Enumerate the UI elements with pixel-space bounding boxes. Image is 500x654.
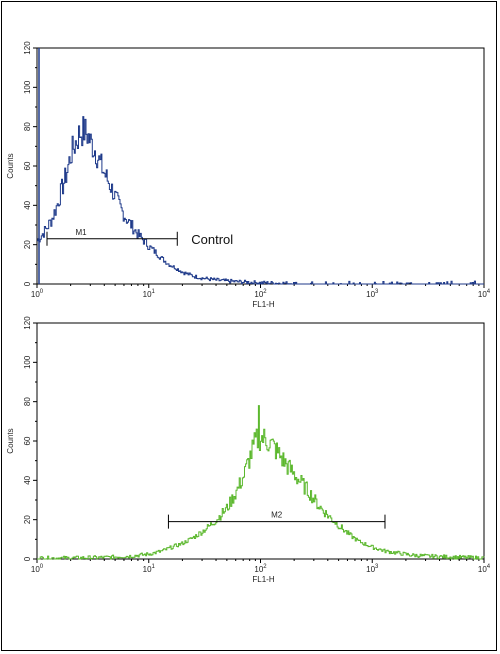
x-axis-title: FL1-H <box>252 575 274 584</box>
y-tick-label: 100 <box>23 80 32 94</box>
gate-marker-label: M1 <box>75 228 87 237</box>
x-tick-label: 104 <box>478 564 491 574</box>
y-tick-label: 20 <box>23 240 32 249</box>
y-tick-label: 0 <box>23 281 32 286</box>
x-tick-label: 100 <box>31 564 44 574</box>
y-tick-label: 60 <box>23 161 32 170</box>
histogram-series-line <box>37 405 485 560</box>
x-tick-label: 101 <box>143 564 156 574</box>
x-tick-label: 102 <box>254 564 267 574</box>
x-tick-label: 103 <box>366 564 379 574</box>
x-tick-label: 104 <box>478 289 491 299</box>
gate-marker-label: M2 <box>271 511 283 520</box>
x-tick-label: 102 <box>254 289 267 299</box>
y-tick-label: 80 <box>23 397 32 406</box>
y-tick-label: 120 <box>23 41 32 55</box>
control-annotation: Control <box>191 232 233 247</box>
y-tick-label: 60 <box>23 436 32 445</box>
plot-area <box>36 47 485 285</box>
x-tick-label: 100 <box>31 289 44 299</box>
y-axis-title: Counts <box>6 428 15 453</box>
y-tick-label: 20 <box>23 515 32 524</box>
y-axis-title: Counts <box>6 153 15 178</box>
y-tick-label: 80 <box>23 122 32 131</box>
y-tick-label: 40 <box>23 200 32 209</box>
y-tick-label: 100 <box>23 355 32 369</box>
x-axis-title: FL1-H <box>252 300 274 309</box>
sample-histogram-panel: 0 20 40 60 80 100 120 100 101 102 103 104 FL1-H Count… <box>6 316 491 584</box>
y-tick-label: 120 <box>23 316 32 330</box>
control-histogram-panel: 0 20 40 60 80 100 120 100 101 102 103 104 FL1-H Count… <box>6 41 491 309</box>
x-tick-label: 101 <box>143 289 156 299</box>
y-tick-label: 0 <box>23 556 32 561</box>
y-tick-label: 40 <box>23 475 32 484</box>
histogram-series-line <box>37 116 484 285</box>
x-tick-label: 103 <box>366 289 379 299</box>
